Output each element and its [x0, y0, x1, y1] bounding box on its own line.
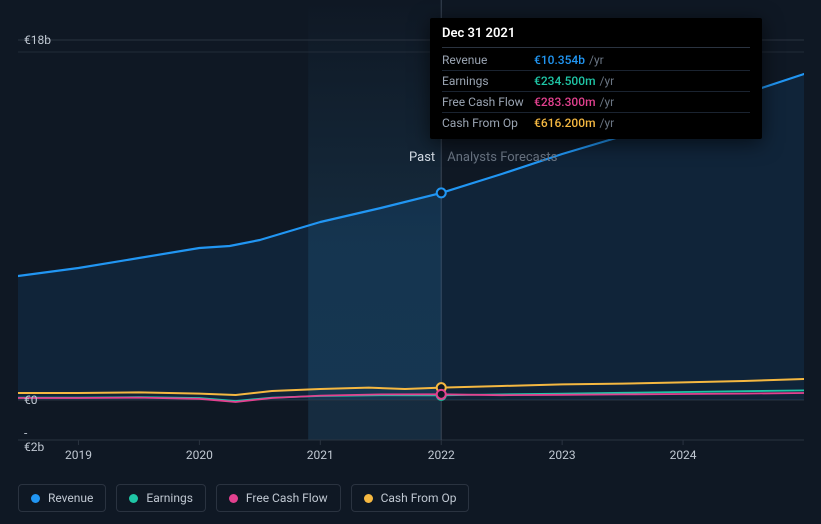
legend-item-revenue[interactable]: Revenue [18, 484, 106, 512]
hover-tooltip: Dec 31 2021 Revenue€10.354b/yrEarnings€2… [430, 18, 762, 139]
tooltip-row-unit: /yr [600, 74, 615, 88]
legend-item-cash-from-op[interactable]: Cash From Op [351, 484, 470, 512]
legend-dot-icon [129, 494, 138, 503]
forecast-label: Analysts Forecasts [447, 150, 557, 165]
tooltip-row-label: Revenue [442, 53, 534, 67]
legend-dot-icon [229, 494, 238, 503]
tooltip-row-label: Cash From Op [442, 116, 534, 130]
x-axis-label: 2021 [307, 448, 334, 462]
tooltip-row: Earnings€234.500m/yr [442, 71, 750, 92]
legend-label: Earnings [146, 491, 193, 505]
tooltip-row: Free Cash Flow€283.300m/yr [442, 92, 750, 113]
tooltip-row-value: €616.200m [534, 116, 596, 130]
tooltip-row-unit: /yr [600, 116, 615, 130]
tooltip-row-unit: /yr [589, 53, 604, 67]
tooltip-date: Dec 31 2021 [442, 26, 750, 48]
x-axis-label: 2024 [670, 448, 697, 462]
tooltip-row-unit: /yr [600, 95, 615, 109]
tooltip-row-label: Free Cash Flow [442, 95, 534, 109]
legend: Revenue Earnings Free Cash Flow Cash From O… [18, 484, 469, 512]
x-axis-label: 2020 [186, 448, 213, 462]
tooltip-rows: Revenue€10.354b/yrEarnings€234.500m/yrFr… [442, 50, 750, 133]
legend-label: Revenue [48, 491, 93, 505]
tooltip-row: Revenue€10.354b/yr [442, 50, 750, 71]
x-axis-label: 2019 [65, 448, 92, 462]
legend-label: Cash From Op [381, 491, 457, 505]
legend-item-free-cash-flow[interactable]: Free Cash Flow [216, 484, 341, 512]
tooltip-row: Cash From Op€616.200m/yr [442, 113, 750, 133]
legend-label: Free Cash Flow [246, 491, 328, 505]
x-axis-label: 2023 [549, 448, 576, 462]
legend-dot-icon [364, 494, 373, 503]
legend-dot-icon [31, 494, 40, 503]
tooltip-row-label: Earnings [442, 74, 534, 88]
legend-item-earnings[interactable]: Earnings [116, 484, 206, 512]
tooltip-row-value: €283.300m [534, 95, 596, 109]
x-axis-label: 2022 [428, 448, 455, 462]
past-label: Past [409, 150, 435, 165]
tooltip-row-value: €234.500m [534, 74, 596, 88]
tooltip-row-value: €10.354b [534, 53, 585, 67]
